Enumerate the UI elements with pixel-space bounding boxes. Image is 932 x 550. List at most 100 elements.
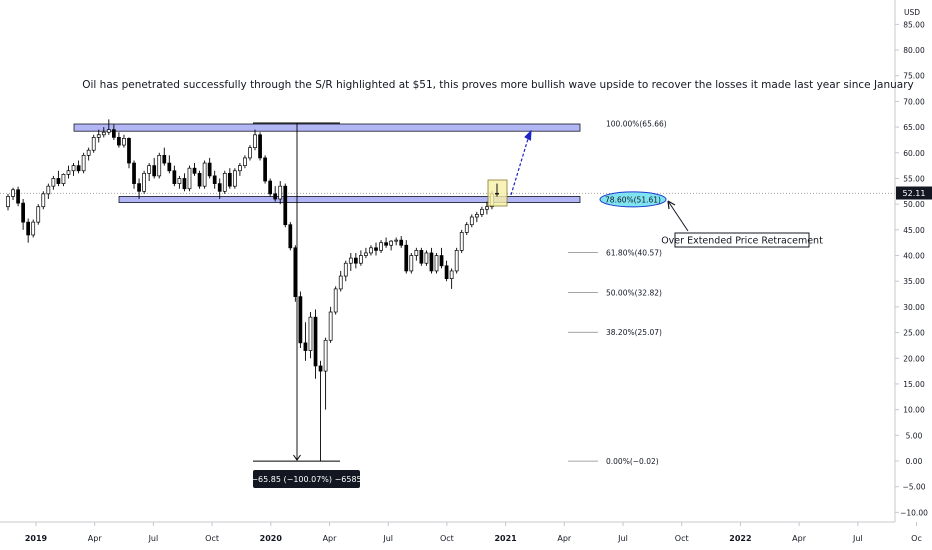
- candle-up: [379, 242, 383, 251]
- candle-down: [137, 183, 141, 192]
- x-tick-label: Apr: [323, 534, 338, 543]
- candle-up: [424, 252, 429, 264]
- time-axis[interactable]: 2019 Apr Jul Oct 2020 Apr Jul Oct 2021 Apr Jul Oct 2…: [25, 522, 922, 543]
- candle-up: [278, 185, 283, 200]
- x-tick-label: 2021: [494, 534, 517, 543]
- x-tick-label: Oc: [911, 534, 922, 543]
- y-tick-label: 60.00: [903, 149, 925, 158]
- y-tick-label: 70.00: [903, 97, 925, 106]
- candle-up: [11, 189, 15, 197]
- y-tick-label: 10.00: [903, 406, 925, 415]
- candle-up: [449, 270, 454, 279]
- x-tick-label: Apr: [557, 534, 572, 543]
- projection-arrow-line: [510, 132, 531, 196]
- candle-down: [207, 162, 212, 177]
- candle-up: [394, 239, 399, 242]
- y-tick-label: 40.00: [903, 252, 925, 261]
- candle-up: [359, 255, 363, 264]
- candle-up: [328, 311, 333, 341]
- candle-down: [303, 342, 308, 351]
- x-tick-label: Jul: [382, 534, 393, 543]
- candle-up: [243, 157, 247, 166]
- x-tick-label: Apr: [88, 534, 103, 543]
- candle-down: [293, 247, 298, 297]
- price-axis[interactable]: 85.00 80.00 75.00 70.00 65.00 60.00 55.00 50.00…: [895, 20, 928, 517]
- last-price-badge: 52.11: [896, 186, 932, 200]
- candle-up: [253, 134, 257, 148]
- y-tick-label: 5.00: [906, 431, 923, 440]
- candle-up: [41, 193, 46, 208]
- fib-level-label: 0.00%(−0.02): [606, 457, 659, 466]
- candle-down: [263, 157, 267, 182]
- candle-up: [122, 138, 126, 146]
- candle-up: [177, 178, 182, 184]
- y-tick-label: 20.00: [903, 354, 925, 363]
- candle-down: [444, 265, 449, 279]
- fib-level-label: 61.80%(40.57): [606, 249, 662, 258]
- candle-down: [273, 193, 278, 200]
- candle-down: [298, 296, 303, 344]
- candle-down: [212, 175, 217, 184]
- candle-down: [162, 154, 167, 164]
- candle-up: [469, 216, 474, 226]
- candle-down: [217, 183, 222, 192]
- candle-up: [338, 275, 343, 290]
- candle-up: [348, 257, 353, 264]
- candle-up: [369, 247, 373, 254]
- measure-text: −65.85 (−100.07%) −6585: [251, 475, 361, 484]
- candle-up: [454, 250, 459, 272]
- y-tick-label: 45.00: [903, 226, 925, 235]
- candle-down: [167, 162, 172, 172]
- candle-up: [464, 224, 469, 233]
- candle-down: [353, 257, 358, 264]
- candle-down: [429, 252, 434, 272]
- fib-level-label: 50.00%(32.82): [606, 288, 662, 297]
- candle-up: [31, 221, 36, 236]
- y-tick-label: −5.00: [903, 483, 926, 492]
- y-tick-label: 15.00: [903, 380, 925, 389]
- y-tick-label: 35.00: [903, 277, 925, 286]
- x-tick-label: Oct: [205, 534, 219, 543]
- candle-down: [283, 185, 288, 226]
- candle-down: [258, 134, 262, 159]
- fib-highlight-ellipse: [599, 191, 667, 208]
- candle-up: [480, 208, 484, 215]
- callout-text: Over Extended Price Retracement: [661, 236, 823, 247]
- candle-up: [157, 154, 162, 177]
- candle-up: [459, 232, 464, 251]
- candle-up: [187, 167, 192, 190]
- fib-level-label: 78.60%(51.61): [605, 195, 661, 204]
- candle-up: [91, 137, 96, 151]
- x-tick-label: 2020: [260, 534, 283, 543]
- projection-arrowhead: [524, 129, 532, 141]
- candle-down: [56, 178, 61, 184]
- candle-up: [36, 206, 41, 223]
- candle-up: [495, 192, 499, 195]
- candle-up: [474, 214, 479, 218]
- candle-down: [197, 172, 202, 187]
- candle-down: [76, 165, 81, 172]
- candle-up: [409, 255, 414, 272]
- measure-arrowhead: [293, 454, 301, 461]
- resistance-zone: [73, 123, 581, 132]
- candle-up: [6, 196, 10, 208]
- candle-up: [364, 252, 368, 256]
- callout-arrow-line: [667, 200, 689, 232]
- x-tick-label: Jul: [852, 534, 863, 543]
- fib-level-label: 100.00%(65.66): [606, 120, 667, 129]
- candle-up: [96, 134, 101, 138]
- candle-up: [46, 185, 51, 195]
- y-tick-label: 85.00: [903, 20, 925, 29]
- candle-up: [238, 165, 242, 172]
- candle-down: [117, 137, 121, 146]
- x-tick-label: Jul: [148, 534, 159, 543]
- candle-up: [147, 165, 152, 174]
- fib-level-label: 38.20%(25.07): [606, 328, 662, 337]
- candle-up: [414, 250, 419, 256]
- candle-down: [152, 165, 157, 177]
- plot-area[interactable]: 100.00%(65.66) 78.60%(51.61) 61.80%(40.57)…: [0, 119, 895, 466]
- candle-up: [61, 174, 66, 184]
- y-tick-label: 25.00: [903, 329, 925, 338]
- candle-up: [333, 288, 338, 313]
